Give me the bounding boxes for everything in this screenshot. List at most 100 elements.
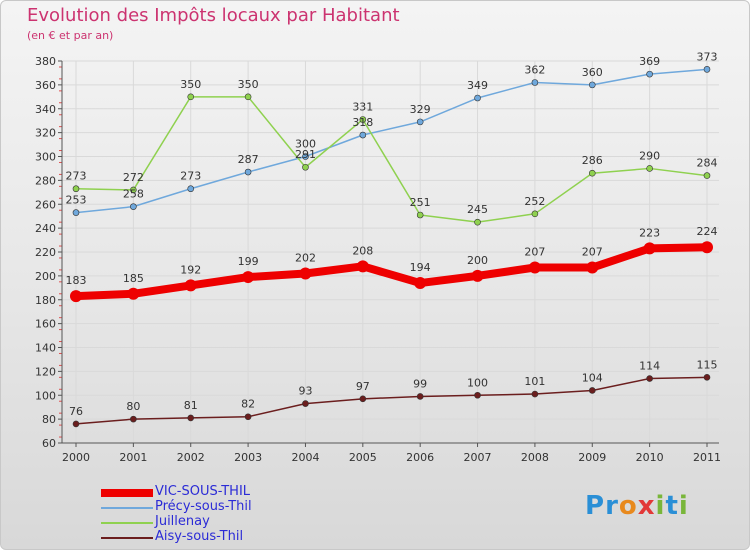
logo-letter: i <box>678 491 689 521</box>
series-line-VIC-SOUS-THIL <box>72 243 711 301</box>
x-tick-label: 2010 <box>636 451 664 464</box>
data-label: 101 <box>524 375 545 388</box>
data-label: 202 <box>295 251 316 264</box>
data-point <box>703 66 711 73</box>
data-point <box>130 186 137 194</box>
data-label: 252 <box>524 195 545 208</box>
data-point <box>359 131 367 139</box>
data-point <box>703 172 711 179</box>
data-label: 253 <box>66 194 87 207</box>
x-tick-label: 2002 <box>177 451 205 464</box>
data-point <box>586 261 599 274</box>
legend-swatch <box>101 507 153 509</box>
data-label: 207 <box>524 246 545 259</box>
data-label: 360 <box>582 66 603 79</box>
data-label: 350 <box>180 78 201 91</box>
data-point <box>588 81 596 89</box>
data-point <box>187 93 195 101</box>
data-label: 97 <box>356 380 370 393</box>
y-tick-label: 100 <box>35 389 56 402</box>
y-tick-label: 280 <box>35 174 56 187</box>
y-tick-label: 320 <box>35 127 56 140</box>
data-point <box>643 242 656 255</box>
data-label: 99 <box>413 377 427 390</box>
data-point <box>302 163 309 171</box>
y-tick-label: 120 <box>35 365 56 378</box>
x-tick-label: 2001 <box>119 451 147 464</box>
data-label: 373 <box>697 50 718 63</box>
data-label: 284 <box>697 157 718 170</box>
legend-swatch <box>101 537 153 539</box>
data-point <box>127 287 140 300</box>
data-point <box>588 387 596 394</box>
y-tick-label: 200 <box>35 270 56 283</box>
data-point <box>414 277 427 290</box>
grid-layer <box>62 60 719 444</box>
data-point <box>703 374 711 381</box>
y-tick-label: 260 <box>35 198 56 211</box>
x-tick-label: 2011 <box>693 451 721 464</box>
y-tick-label: 340 <box>35 103 56 116</box>
data-point <box>471 269 484 282</box>
y-tick-label: 140 <box>35 342 56 355</box>
data-point <box>528 261 541 274</box>
chart-title: Evolution des Impôts locaux par Habitant <box>27 5 400 26</box>
y-tick-label: 380 <box>35 55 56 68</box>
data-label: 208 <box>352 244 373 257</box>
data-label: 300 <box>295 138 316 151</box>
logo-letter: r <box>605 491 619 521</box>
data-label: 223 <box>639 226 660 239</box>
data-point <box>646 165 653 172</box>
data-point <box>356 260 369 273</box>
y-tick-label: 240 <box>35 222 56 235</box>
data-point <box>531 390 539 398</box>
series-layer <box>70 66 713 428</box>
data-point <box>187 414 195 422</box>
y-tick-label: 80 <box>42 413 56 426</box>
legend-swatch <box>101 489 153 497</box>
data-label: 115 <box>697 358 718 371</box>
data-point <box>130 415 137 423</box>
data-point <box>588 169 596 177</box>
data-label: 194 <box>410 261 431 274</box>
data-label: 369 <box>639 55 660 68</box>
x-tick-label: 2006 <box>406 451 434 464</box>
data-point <box>299 267 312 280</box>
data-label: 82 <box>241 398 255 411</box>
data-label: 100 <box>467 376 488 389</box>
legend-label: Précy-sous-Thil <box>155 499 252 514</box>
data-point <box>70 290 82 303</box>
x-tick-label: 2008 <box>521 451 549 464</box>
data-label: 290 <box>639 149 660 162</box>
data-point <box>531 210 539 218</box>
data-label: 199 <box>238 255 259 268</box>
data-point <box>646 70 653 78</box>
logo-letter: x <box>637 491 656 521</box>
data-label: 80 <box>126 400 140 413</box>
data-point <box>646 375 653 382</box>
data-label: 273 <box>180 170 201 183</box>
data-label: 286 <box>582 154 603 167</box>
data-point <box>474 391 481 399</box>
data-point <box>474 94 481 102</box>
x-tick-label: 2003 <box>234 451 262 464</box>
y-tick-label: 220 <box>35 246 56 259</box>
data-label: 114 <box>639 360 660 373</box>
data-point <box>302 400 309 407</box>
series-line-Aisy-sous-Thil <box>75 376 708 425</box>
data-label: 251 <box>410 196 431 209</box>
data-point <box>416 211 424 219</box>
legend-label: Juillenay <box>155 514 210 529</box>
data-label: 200 <box>467 254 488 267</box>
data-label-layer: 253 258 273 287 300 318 329 349 362 360 369 373 273 2… <box>66 50 718 418</box>
data-point <box>359 116 367 123</box>
data-point <box>416 118 424 126</box>
data-point <box>72 185 80 193</box>
chart-subtitle: (en € et par an) <box>27 29 114 42</box>
data-label: 287 <box>238 153 259 166</box>
data-point <box>359 395 367 403</box>
x-tick-label: 2000 <box>62 451 90 464</box>
data-point <box>474 218 481 226</box>
data-label: 76 <box>69 405 83 418</box>
